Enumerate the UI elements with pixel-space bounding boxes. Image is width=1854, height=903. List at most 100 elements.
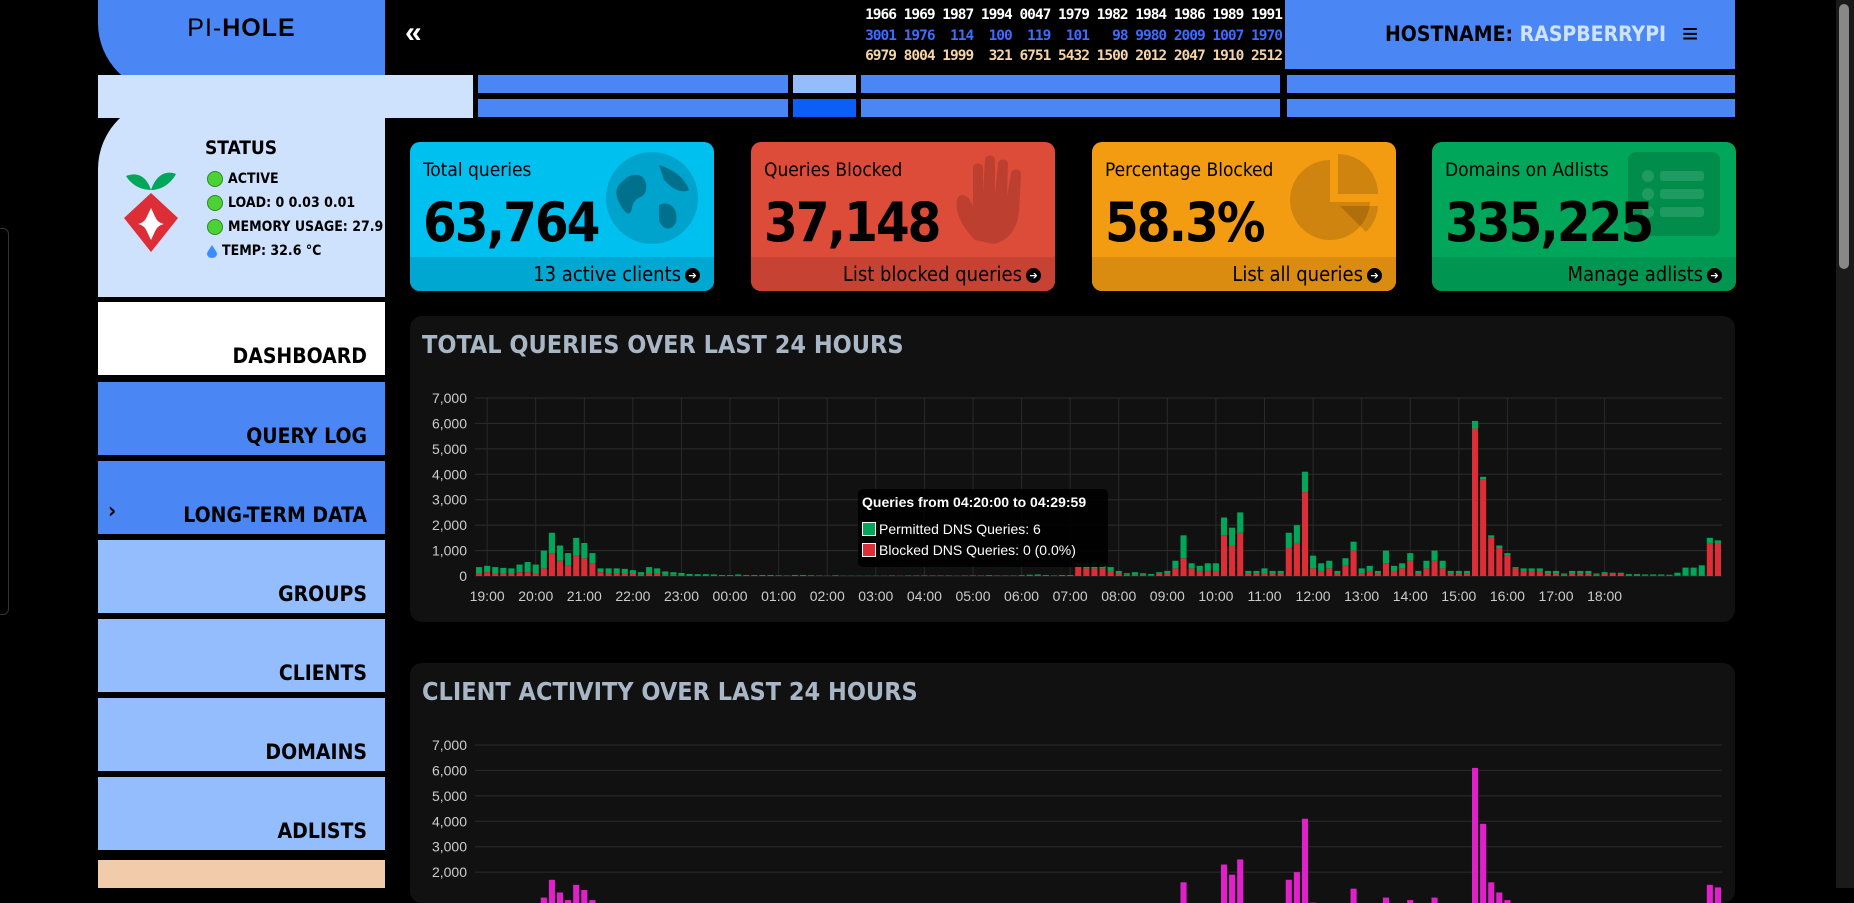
nav-groups[interactable]: GROUPS — [98, 540, 385, 613]
blocked-bar[interactable] — [573, 556, 579, 576]
permitted-bar[interactable] — [1504, 553, 1510, 556]
permitted-bar[interactable] — [970, 575, 976, 576]
permitted-bar[interactable] — [1642, 574, 1648, 575]
client-bar[interactable] — [1286, 880, 1292, 903]
blocked-bar[interactable] — [1585, 573, 1591, 576]
client-bar[interactable] — [541, 898, 547, 903]
permitted-bar[interactable] — [727, 575, 733, 576]
permitted-bar[interactable] — [1310, 556, 1316, 569]
card-footer-link[interactable]: 13 active clients➔ — [410, 257, 714, 291]
permitted-bar[interactable] — [597, 568, 603, 572]
blocked-bar[interactable] — [1464, 573, 1470, 576]
blocked-bar[interactable] — [1205, 571, 1211, 576]
permitted-bar[interactable] — [1059, 575, 1065, 576]
blocked-bar[interactable] — [662, 575, 668, 576]
permitted-bar[interactable] — [630, 570, 636, 574]
permitted-bar[interactable] — [905, 575, 911, 576]
permitted-bar[interactable] — [889, 575, 895, 576]
blocked-bar[interactable] — [1229, 545, 1235, 576]
blocked-bar[interactable] — [557, 561, 563, 576]
blocked-bar[interactable] — [1699, 575, 1705, 576]
blocked-bar[interactable] — [711, 575, 717, 576]
blocked-bar[interactable] — [1448, 573, 1454, 576]
blocked-bar[interactable] — [1674, 575, 1680, 576]
blocked-bar[interactable] — [1683, 575, 1689, 576]
permitted-bar[interactable] — [1399, 563, 1405, 568]
permitted-bar[interactable] — [541, 551, 547, 569]
permitted-bar[interactable] — [1529, 568, 1535, 571]
blocked-bar[interactable] — [492, 573, 498, 576]
permitted-bar[interactable] — [549, 533, 555, 553]
blocked-bar[interactable] — [695, 575, 701, 576]
blocked-bar[interactable] — [1480, 479, 1486, 576]
permitted-bar[interactable] — [476, 567, 482, 573]
blocked-bar[interactable] — [533, 573, 539, 576]
card-footer-link[interactable]: List all queries➔ — [1092, 257, 1396, 291]
permitted-bar[interactable] — [1585, 571, 1591, 574]
blocked-bar[interactable] — [678, 575, 684, 576]
permitted-bar[interactable] — [1634, 574, 1640, 575]
blocked-bar[interactable] — [638, 575, 644, 576]
permitted-bar[interactable] — [986, 575, 992, 576]
permitted-bar[interactable] — [1172, 561, 1178, 569]
blocked-bar[interactable] — [1294, 543, 1300, 576]
permitted-bar[interactable] — [1545, 571, 1551, 574]
blocked-bar[interactable] — [1075, 566, 1081, 576]
permitted-bar[interactable] — [1610, 573, 1616, 574]
permitted-bar[interactable] — [1294, 525, 1300, 543]
blocked-bar[interactable] — [1569, 573, 1575, 576]
blocked-bar[interactable] — [1342, 566, 1348, 576]
permitted-bar[interactable] — [1359, 568, 1365, 573]
permitted-bar[interactable] — [1261, 568, 1267, 573]
blocked-bar[interactable] — [1658, 575, 1664, 576]
permitted-bar[interactable] — [1367, 566, 1373, 571]
permitted-bar[interactable] — [695, 574, 701, 575]
permitted-bar[interactable] — [525, 562, 531, 572]
blocked-bar[interactable] — [589, 563, 595, 576]
blocked-bar[interactable] — [484, 572, 490, 576]
permitted-bar[interactable] — [1626, 574, 1632, 575]
permitted-bar[interactable] — [735, 574, 741, 575]
blocked-bar[interactable] — [1148, 575, 1154, 576]
client-bar[interactable] — [1237, 859, 1243, 903]
permitted-bar[interactable] — [1699, 565, 1705, 575]
permitted-bar[interactable] — [492, 567, 498, 573]
blocked-bar[interactable] — [1650, 575, 1656, 576]
blocked-bar[interactable] — [500, 573, 506, 576]
permitted-bar[interactable] — [1715, 540, 1721, 543]
blocked-bar[interactable] — [1440, 568, 1446, 576]
permitted-bar[interactable] — [938, 575, 944, 576]
client-bar[interactable] — [549, 880, 555, 903]
permitted-bar[interactable] — [500, 568, 506, 574]
blocked-bar[interactable] — [476, 573, 482, 576]
permitted-bar[interactable] — [800, 575, 806, 576]
blocked-bar[interactable] — [1626, 575, 1632, 576]
permitted-bar[interactable] — [1245, 571, 1251, 574]
permitted-bar[interactable] — [921, 575, 927, 576]
permitted-bar[interactable] — [1237, 512, 1243, 532]
permitted-bar[interactable] — [1650, 574, 1656, 575]
permitted-bar[interactable] — [1043, 575, 1049, 576]
permitted-bar[interactable] — [1148, 574, 1154, 575]
blocked-bar[interactable] — [1488, 538, 1494, 576]
permitted-bar[interactable] — [606, 568, 612, 573]
blocked-bar[interactable] — [1456, 573, 1462, 576]
permitted-bar[interactable] — [719, 575, 725, 576]
permitted-bar[interactable] — [1189, 563, 1195, 568]
blocked-bar[interactable] — [614, 573, 620, 576]
blocked-bar[interactable] — [1278, 573, 1284, 576]
blocked-bar[interactable] — [687, 575, 693, 576]
permitted-bar[interactable] — [1334, 571, 1340, 574]
blocked-bar[interactable] — [670, 575, 676, 576]
blocked-bar[interactable] — [1602, 573, 1608, 576]
blocked-bar[interactable] — [606, 573, 612, 576]
permitted-bar[interactable] — [1431, 551, 1437, 561]
permitted-bar[interactable] — [1464, 571, 1470, 574]
blocked-bar[interactable] — [541, 568, 547, 576]
collapse-sidebar-icon[interactable]: « — [405, 16, 422, 50]
blocked-bar[interactable] — [1642, 575, 1648, 576]
blocked-bar[interactable] — [1407, 561, 1413, 576]
permitted-bar[interactable] — [994, 575, 1000, 576]
permitted-bar[interactable] — [1164, 571, 1170, 574]
